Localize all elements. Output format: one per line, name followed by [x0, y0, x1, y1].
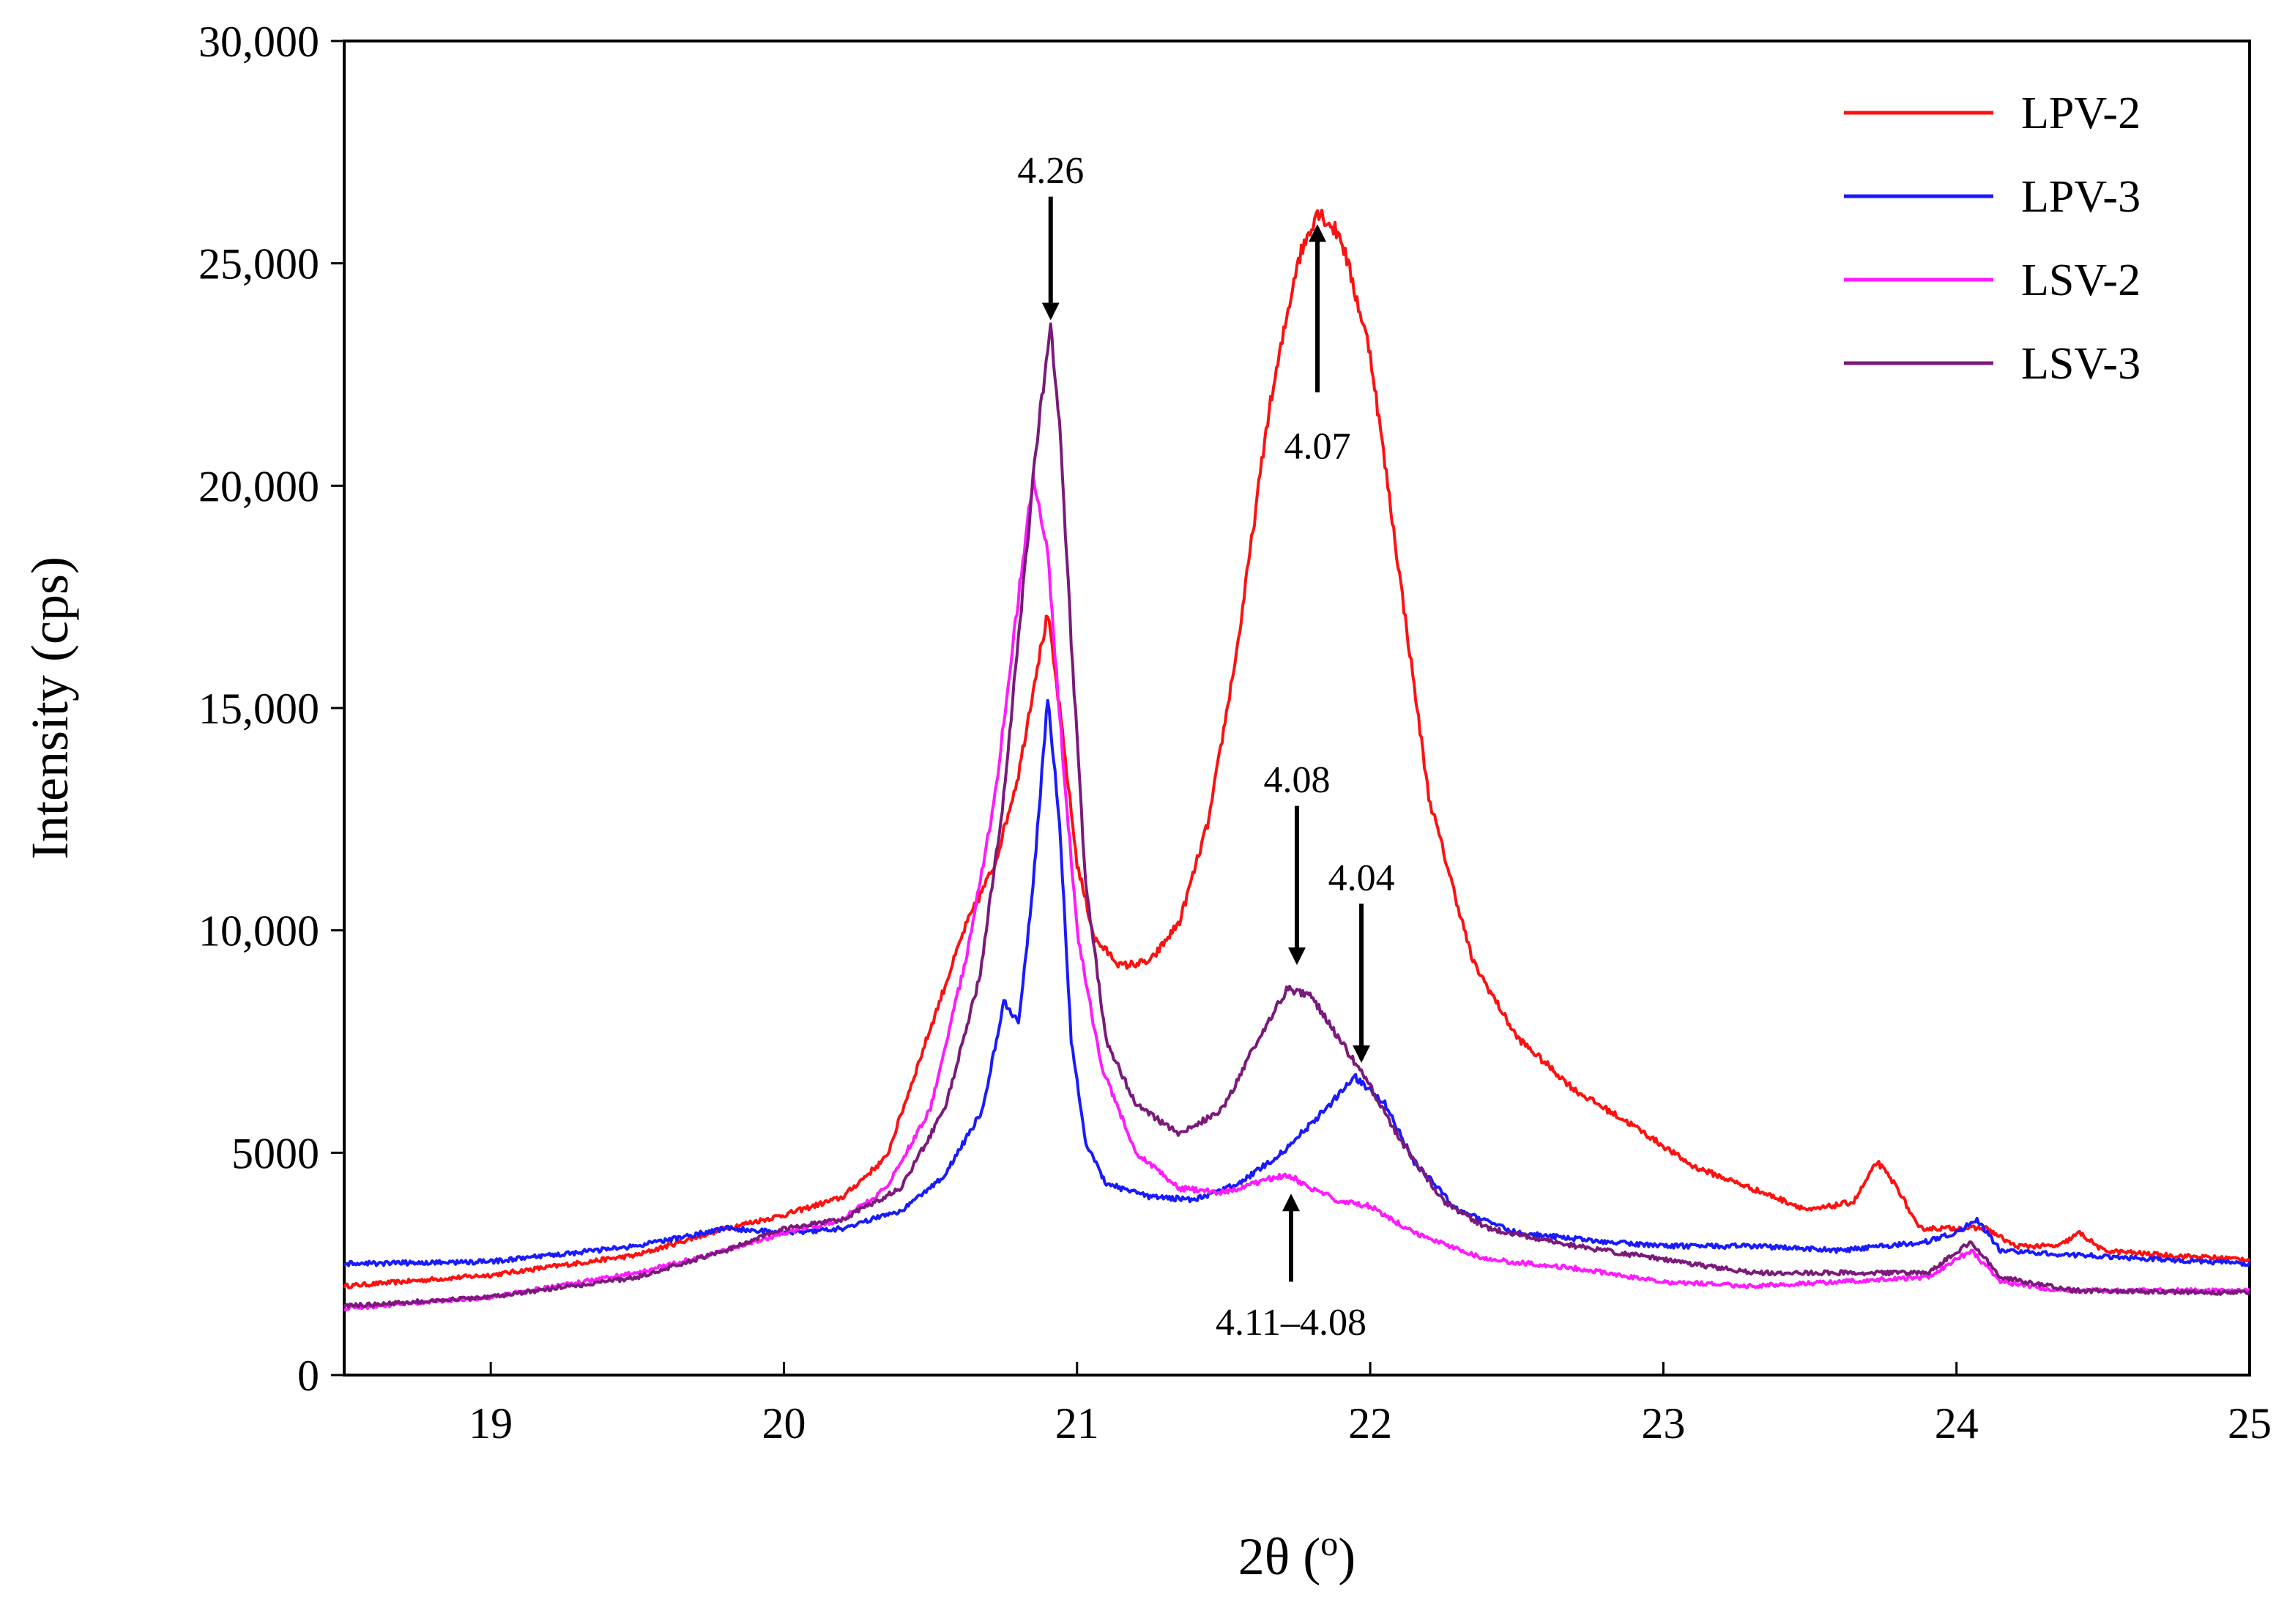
x-tick-label-25: 25 — [2228, 1399, 2272, 1448]
annotation-label-4: 4.04 — [1328, 857, 1395, 899]
annotation-label-3: 4.08 — [1264, 759, 1331, 801]
y-tick-label-15000: 15,000 — [198, 685, 319, 733]
x-tick-label-24: 24 — [1935, 1399, 1979, 1448]
y-axis-title: Intensity (cps) — [21, 556, 79, 860]
x-axis-title-degree: o — [1320, 1524, 1338, 1563]
legend-label-lpv-3: LPV-3 — [2021, 172, 2141, 222]
y-tick-label-20000: 20,000 — [198, 462, 319, 510]
x-tick-label-21: 21 — [1055, 1399, 1099, 1448]
y-axis-ticks: 0 5000 10,000 15,000 20,000 25,000 30,000 — [198, 18, 344, 1400]
y-tick-label-25000: 25,000 — [198, 240, 319, 288]
x-axis-title-main: 2θ ( — [1238, 1527, 1320, 1586]
legend: LPV-2 LPV-3 LSV-2 LSV-3 — [1844, 89, 2141, 389]
annotation-label-5: 4.11–4.08 — [1216, 1302, 1366, 1344]
series-line-lpv-3 — [343, 699, 2251, 1267]
annotation-label-1: 4.26 — [1017, 150, 1084, 192]
plot-frame — [343, 40, 2251, 1377]
x-axis-ticks: 19 20 21 22 23 24 25 — [469, 1362, 2272, 1448]
y-tick-label-0: 0 — [297, 1352, 319, 1400]
x-tick-label-19: 19 — [469, 1399, 513, 1448]
legend-label-lsv-3: LSV-3 — [2021, 339, 2141, 389]
x-tick-label-20: 20 — [762, 1399, 806, 1448]
y-tick-label-5000: 5000 — [231, 1129, 319, 1177]
x-tick-label-22: 22 — [1348, 1399, 1392, 1448]
legend-label-lsv-2: LSV-2 — [2021, 256, 2141, 305]
x-tick-label-23: 23 — [1641, 1399, 1685, 1448]
x-axis-title: 2θ (o) — [1238, 1524, 1355, 1586]
y-tick-label-30000: 30,000 — [198, 18, 319, 66]
legend-label-lpv-2: LPV-2 — [2021, 89, 2141, 138]
series-line-lpv-2 — [343, 209, 2251, 1289]
series-line-lsv-2 — [343, 472, 2251, 1311]
series-line-lsv-3 — [343, 322, 2251, 1309]
annotation-label-2: 4.07 — [1284, 426, 1351, 468]
peak-annotations: 4.26 4.07 4.08 4.04 4.11–4.08 — [1017, 150, 1394, 1344]
series-lines — [343, 209, 2251, 1311]
y-tick-label-10000: 10,000 — [198, 907, 319, 956]
x-axis-title-close: ) — [1338, 1527, 1355, 1586]
